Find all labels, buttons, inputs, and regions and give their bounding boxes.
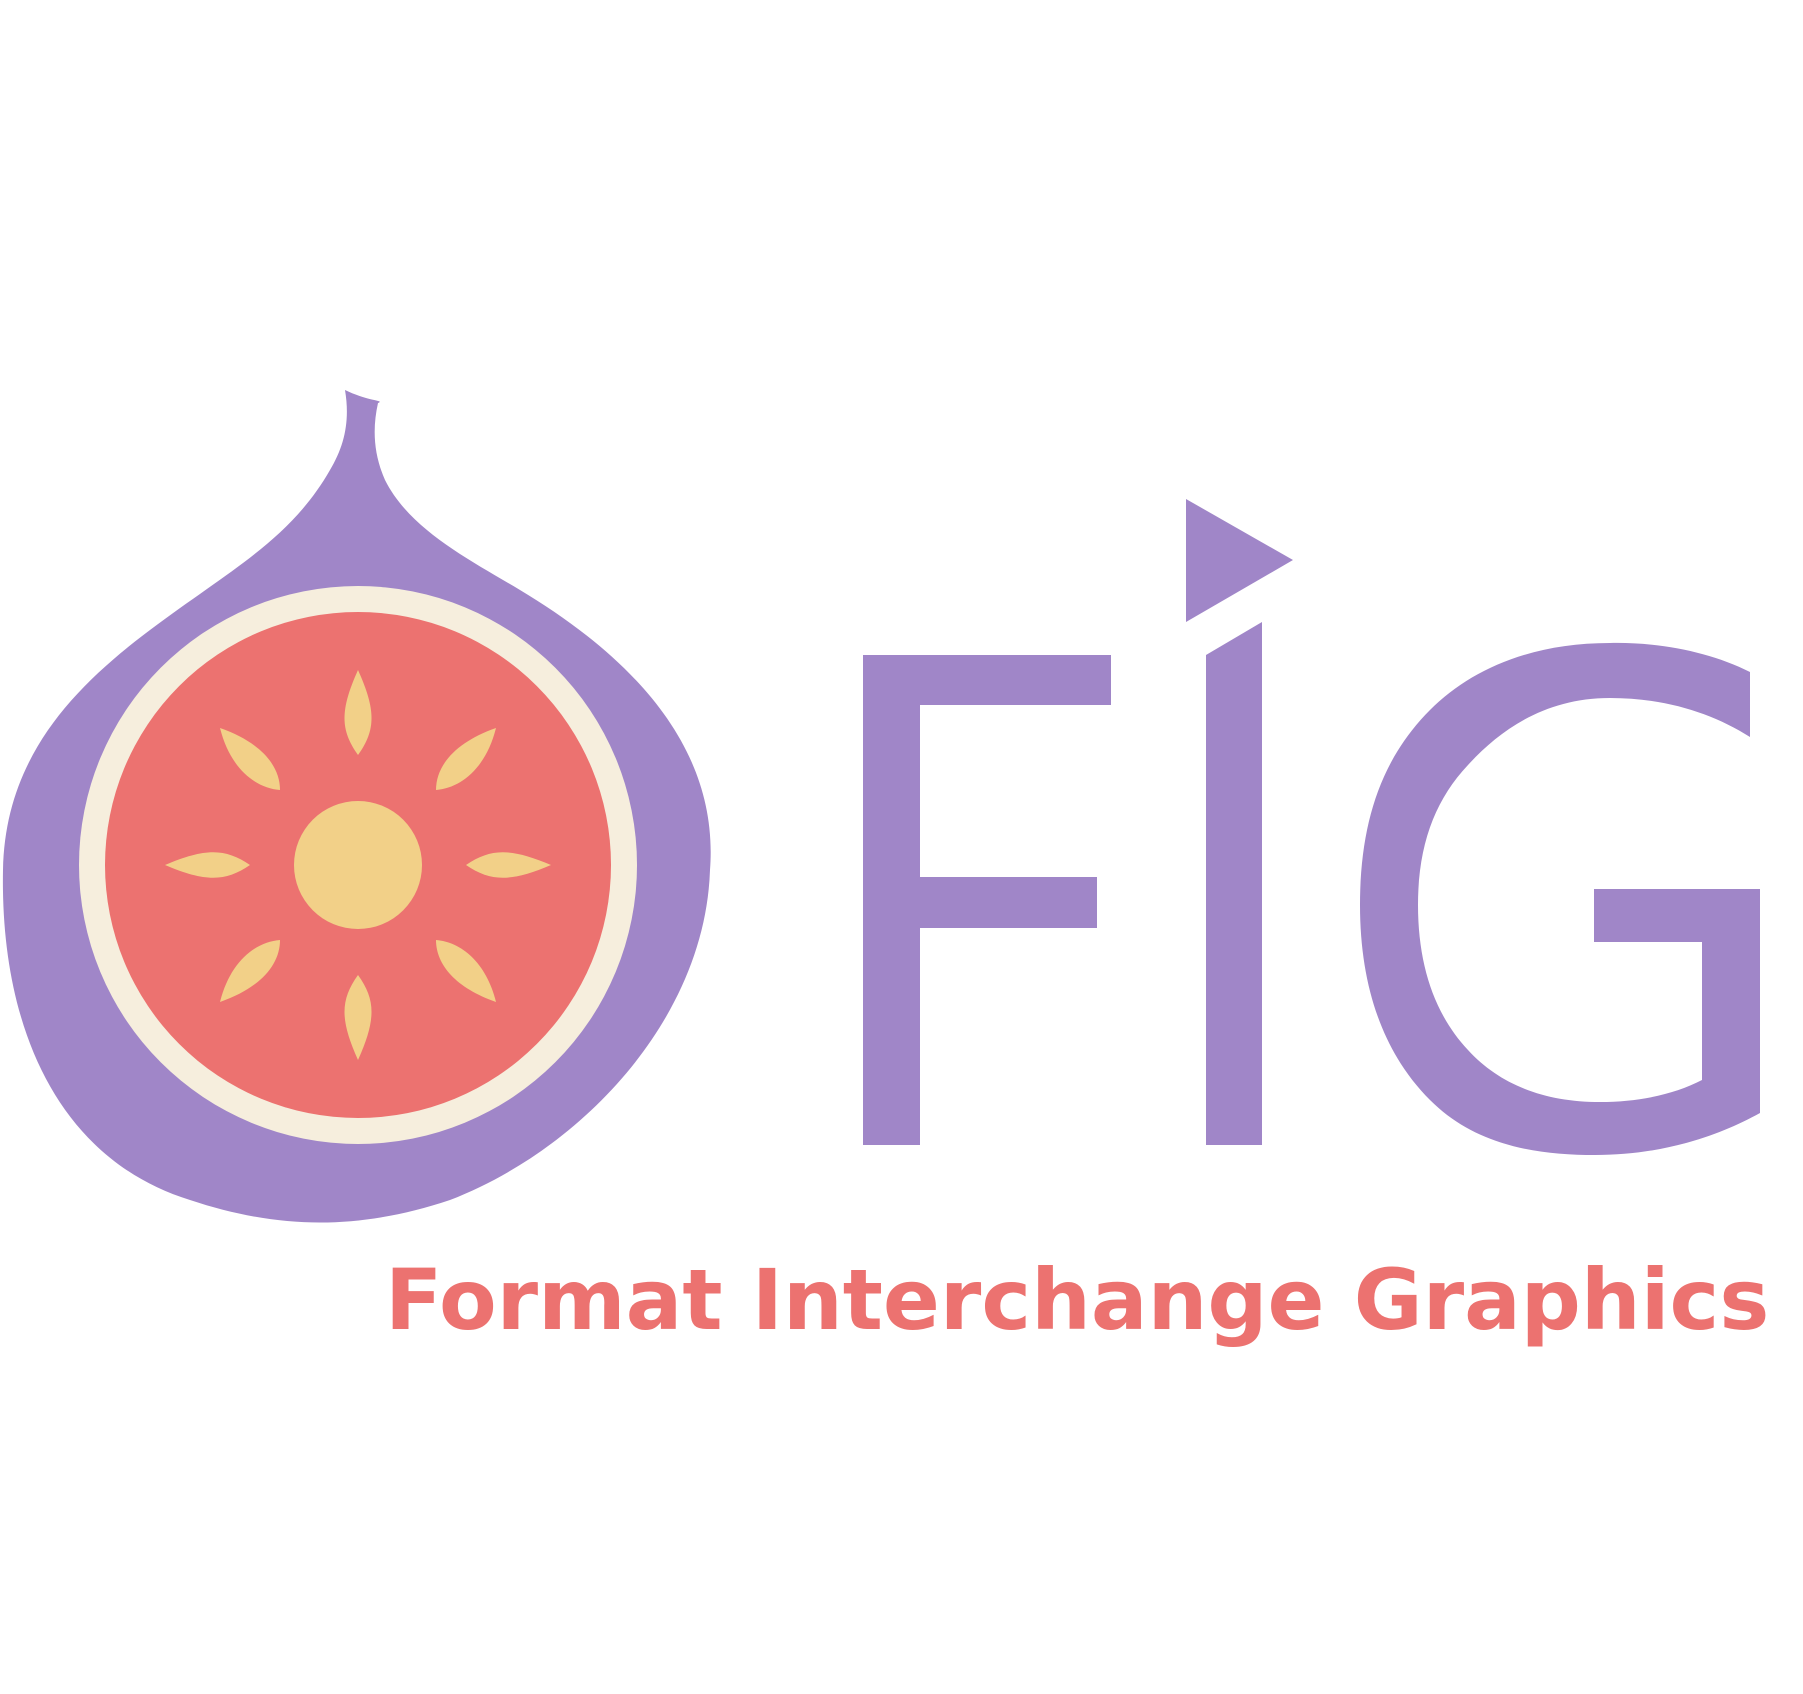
letter-i-flag <box>1186 499 1293 622</box>
seed-bottom-right <box>436 940 496 1002</box>
letter-i-stem <box>1206 622 1262 1145</box>
seed-right <box>466 852 551 878</box>
seed-top-right <box>436 728 496 790</box>
seed-bottom <box>344 975 372 1060</box>
seed-bottom-left <box>220 940 280 1002</box>
letter-f <box>863 655 1111 1145</box>
fig-center-seed <box>294 801 422 929</box>
letter-g <box>1360 642 1760 1155</box>
fig-seeds <box>165 670 551 1060</box>
wordmark-fig <box>863 499 1760 1155</box>
fig-fruit-icon <box>2 390 711 1223</box>
tagline-text: Format Interchange Graphics <box>385 1251 1770 1349</box>
seed-top-left <box>220 728 280 790</box>
seed-top <box>344 670 372 755</box>
seed-left <box>165 852 250 878</box>
